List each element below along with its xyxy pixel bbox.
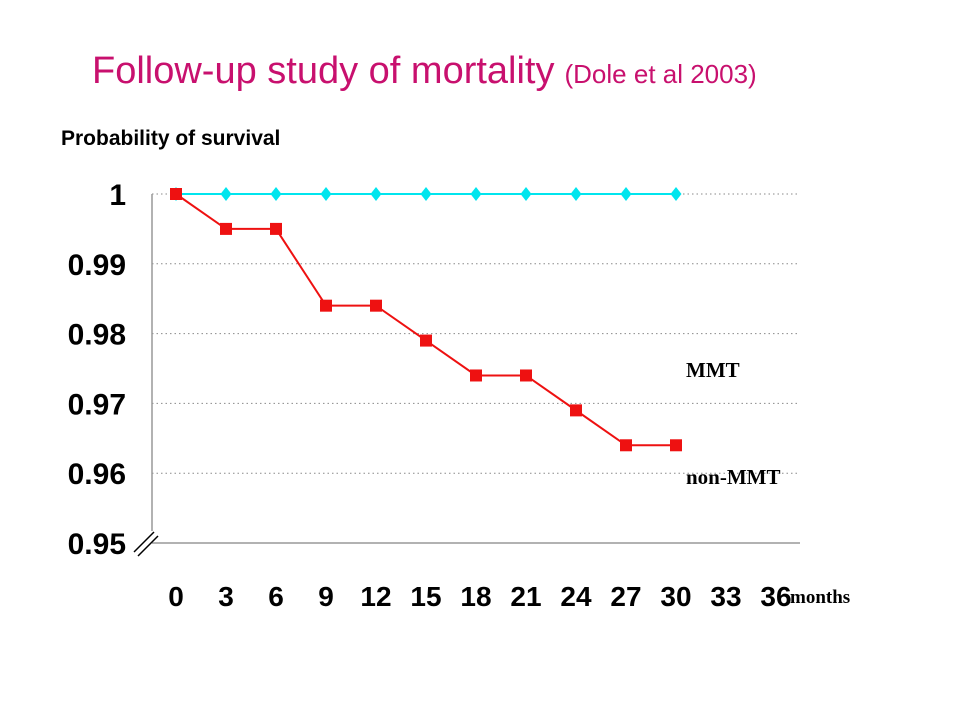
x-tick-label: 18 xyxy=(460,581,491,612)
x-tick-label: 3 xyxy=(218,581,234,612)
x-tick-labels: 0 3 6 9 12 15 18 21 24 27 30 33 36 xyxy=(168,581,791,612)
data-point-square xyxy=(520,369,532,382)
y-tick-label: 0.99 xyxy=(68,249,126,282)
series-non-mmt xyxy=(170,188,682,452)
chart-title: Follow-up study of mortality (Dole et al … xyxy=(92,50,757,93)
x-tick-label: 21 xyxy=(510,581,541,612)
data-point-diamond xyxy=(320,187,332,201)
data-point-diamond xyxy=(620,187,632,201)
gridlines xyxy=(152,193,800,474)
data-point-diamond xyxy=(270,187,282,201)
x-tick-label: 6 xyxy=(268,581,284,612)
data-point-square xyxy=(620,439,632,452)
data-point-diamond xyxy=(670,187,682,201)
series-label-non-mmt: non-MMT xyxy=(686,465,781,489)
axes xyxy=(133,194,800,557)
data-point-diamond xyxy=(420,187,432,201)
x-axis-label: months xyxy=(790,587,850,608)
x-tick-label: 9 xyxy=(318,581,334,612)
data-point-diamond xyxy=(220,187,232,201)
x-tick-label: 0 xyxy=(168,581,184,612)
x-tick-label: 33 xyxy=(710,581,741,612)
data-point-square xyxy=(270,222,282,235)
y-tick-label: 0.97 xyxy=(68,388,126,421)
series-line-non-mmt xyxy=(175,193,676,447)
y-tick-labels: 1 0.99 0.98 0.97 0.96 0.95 xyxy=(68,179,126,561)
x-tick-label: 24 xyxy=(560,581,592,612)
data-point-diamond xyxy=(370,187,382,201)
data-point-square xyxy=(220,222,232,235)
data-point-square xyxy=(470,369,482,382)
axis-break-mark xyxy=(133,531,155,553)
chart-title-citation: (Dole et al 2003) xyxy=(564,59,757,89)
y-tick-label: 0.98 xyxy=(68,319,126,352)
y-tick-label: 0.96 xyxy=(68,458,126,491)
y-axis-label: Probability of survival xyxy=(61,127,281,150)
data-point-square xyxy=(420,334,432,347)
x-tick-label: 27 xyxy=(610,581,641,612)
chart-title-main: Follow-up study of mortality xyxy=(92,50,555,92)
y-tick-label: 1 xyxy=(109,179,126,212)
axis-break-mark xyxy=(137,535,159,557)
x-tick-label: 12 xyxy=(360,581,391,612)
series-mmt xyxy=(170,187,682,201)
data-point-square xyxy=(670,439,682,452)
series-labels: months MMT non-MMT xyxy=(686,358,850,608)
data-point-diamond xyxy=(520,187,532,201)
series-label-mmt: MMT xyxy=(686,358,740,382)
x-tick-label: 15 xyxy=(410,581,441,612)
y-tick-label: 0.95 xyxy=(68,528,126,561)
data-point-square xyxy=(570,404,582,417)
data-point-square xyxy=(370,299,382,312)
x-tick-label: 36 xyxy=(760,581,791,612)
data-point-square xyxy=(170,188,182,200)
data-point-diamond xyxy=(570,187,582,201)
data-point-square xyxy=(320,299,332,312)
x-tick-label: 30 xyxy=(660,581,691,612)
data-point-diamond xyxy=(470,187,482,201)
series-group xyxy=(170,187,682,452)
